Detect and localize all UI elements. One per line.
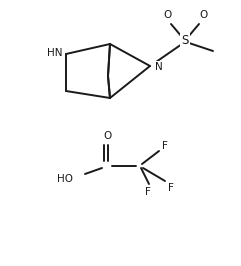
Text: F: F [168, 183, 174, 193]
Text: O: O [103, 131, 111, 141]
Text: F: F [145, 187, 151, 197]
Text: HO: HO [57, 174, 73, 184]
Text: S: S [181, 35, 189, 48]
Text: F: F [162, 141, 168, 151]
Text: O: O [199, 10, 207, 20]
Text: N: N [155, 62, 163, 72]
Text: O: O [163, 10, 171, 20]
Text: HN: HN [47, 48, 63, 58]
